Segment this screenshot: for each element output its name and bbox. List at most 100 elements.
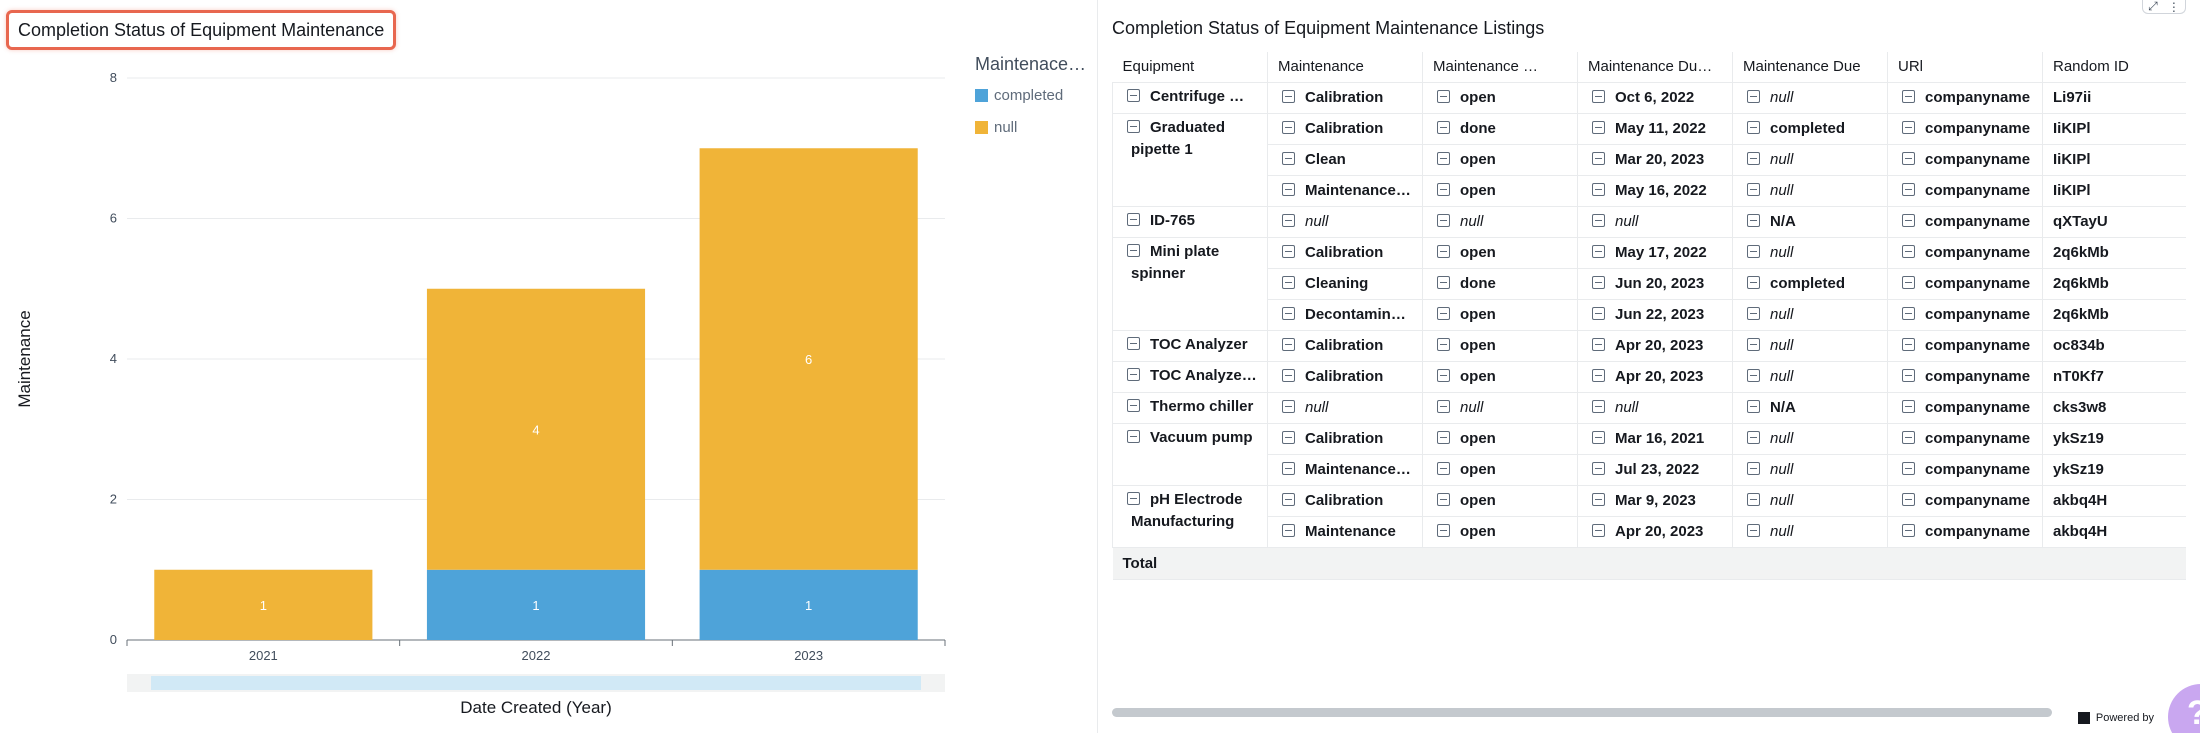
collapse-icon[interactable] [1747, 275, 1760, 289]
collapse-icon[interactable] [1437, 368, 1450, 382]
collapse-icon[interactable] [1127, 491, 1140, 505]
collapse-icon[interactable] [1902, 213, 1915, 227]
equipment-cell[interactable]: Thermo chiller [1112, 391, 1268, 424]
collapse-icon[interactable] [1127, 429, 1140, 443]
collapse-icon[interactable] [1902, 337, 1915, 351]
collapse-icon[interactable] [1437, 275, 1450, 289]
collapse-icon[interactable] [1437, 492, 1450, 506]
collapse-icon[interactable] [1747, 368, 1760, 382]
collapse-icon[interactable] [1747, 151, 1760, 165]
horizontal-scrollbar[interactable] [1112, 708, 2052, 717]
collapse-icon[interactable] [1592, 89, 1605, 103]
collapse-icon[interactable] [1747, 430, 1760, 444]
collapse-icon[interactable] [1902, 399, 1915, 413]
equipment-cell[interactable]: Mini plate spinner [1112, 236, 1268, 331]
collapse-icon[interactable] [1902, 120, 1915, 134]
collapse-icon[interactable] [1747, 461, 1760, 475]
collapse-icon[interactable] [1592, 430, 1605, 444]
collapse-icon[interactable] [1127, 398, 1140, 412]
collapse-icon[interactable] [1282, 306, 1295, 320]
bar-null-2023[interactable] [699, 148, 918, 570]
collapse-icon[interactable] [1282, 430, 1295, 444]
collapse-icon[interactable] [1437, 151, 1450, 165]
collapse-icon[interactable] [1592, 492, 1605, 506]
collapse-icon[interactable] [1127, 336, 1140, 350]
collapse-icon[interactable] [1282, 182, 1295, 196]
collapse-icon[interactable] [1592, 461, 1605, 475]
x-range-slider[interactable] [151, 676, 921, 690]
collapse-icon[interactable] [1282, 151, 1295, 165]
legend-item-null[interactable]: null [975, 119, 1086, 136]
collapse-icon[interactable] [1592, 182, 1605, 196]
collapse-icon[interactable] [1437, 213, 1450, 227]
equipment-cell[interactable]: Graduated pipette 1 [1112, 112, 1268, 207]
equipment-cell[interactable]: ID-765 [1112, 205, 1268, 238]
collapse-icon[interactable] [1747, 306, 1760, 320]
column-header[interactable]: Maintenance Du… [1577, 52, 1733, 82]
equipment-cell[interactable]: Vacuum pump [1112, 422, 1268, 486]
collapse-icon[interactable] [1437, 337, 1450, 351]
collapse-icon[interactable] [1282, 244, 1295, 258]
collapse-icon[interactable] [1902, 368, 1915, 382]
collapse-icon[interactable] [1902, 151, 1915, 165]
collapse-icon[interactable] [1592, 306, 1605, 320]
collapse-icon[interactable] [1437, 89, 1450, 103]
column-header[interactable]: Maintenance Due [1732, 52, 1888, 82]
help-button[interactable]: ? [2168, 684, 2200, 733]
column-header[interactable]: Maintenance … [1422, 52, 1578, 82]
collapse-icon[interactable] [1747, 399, 1760, 413]
collapse-icon[interactable] [1592, 368, 1605, 382]
collapse-icon[interactable] [1902, 430, 1915, 444]
collapse-icon[interactable] [1282, 120, 1295, 134]
collapse-icon[interactable] [1437, 182, 1450, 196]
collapse-icon[interactable] [1592, 151, 1605, 165]
collapse-icon[interactable] [1437, 399, 1450, 413]
collapse-icon[interactable] [1282, 275, 1295, 289]
collapse-icon[interactable] [1282, 213, 1295, 227]
collapse-icon[interactable] [1592, 213, 1605, 227]
collapse-icon[interactable] [1437, 306, 1450, 320]
collapse-icon[interactable] [1902, 461, 1915, 475]
collapse-icon[interactable] [1437, 461, 1450, 475]
collapse-icon[interactable] [1592, 120, 1605, 134]
collapse-icon[interactable] [1282, 399, 1295, 413]
collapse-icon[interactable] [1282, 89, 1295, 103]
collapse-icon[interactable] [1747, 213, 1760, 227]
equipment-cell[interactable]: TOC Analyzer [1112, 329, 1268, 362]
collapse-icon[interactable] [1902, 306, 1915, 320]
collapse-icon[interactable] [1282, 492, 1295, 506]
collapse-icon[interactable] [1902, 275, 1915, 289]
column-header[interactable]: URl [1887, 52, 2043, 82]
column-header[interactable]: Equipment [1122, 58, 1195, 76]
collapse-icon[interactable] [1902, 244, 1915, 258]
collapse-icon[interactable] [1127, 367, 1140, 381]
collapse-icon[interactable] [1747, 182, 1760, 196]
collapse-icon[interactable] [1282, 523, 1295, 537]
bar-completed-2023[interactable] [699, 569, 918, 640]
chart-title-highlight[interactable]: Completion Status of Equipment Maintenan… [6, 10, 397, 50]
collapse-icon[interactable] [1437, 244, 1450, 258]
collapse-icon[interactable] [1902, 89, 1915, 103]
chart-visual[interactable]: 0 2 4 6 8 1 2021 1 4 2022 1 6 2023 Date Created (Year… [0, 0, 1098, 733]
collapse-icon[interactable] [1747, 244, 1760, 258]
collapse-icon[interactable] [1747, 337, 1760, 351]
collapse-icon[interactable] [1592, 244, 1605, 258]
equipment-cell[interactable]: TOC Analyze… [1112, 360, 1268, 393]
collapse-icon[interactable] [1747, 120, 1760, 134]
collapse-icon[interactable] [1747, 89, 1760, 103]
collapse-icon[interactable] [1592, 523, 1605, 537]
collapse-icon[interactable] [1437, 523, 1450, 537]
collapse-icon[interactable] [1127, 243, 1140, 257]
collapse-icon[interactable] [1747, 492, 1760, 506]
collapse-icon[interactable] [1437, 430, 1450, 444]
collapse-icon[interactable] [1437, 120, 1450, 134]
collapse-icon[interactable] [1902, 523, 1915, 537]
collapse-icon[interactable] [1282, 368, 1295, 382]
bar-completed-2022[interactable] [426, 569, 646, 640]
collapse-icon[interactable] [1282, 337, 1295, 351]
equipment-cell[interactable]: Centrifuge … [1112, 81, 1268, 114]
collapse-icon[interactable] [1902, 492, 1915, 506]
legend-item-completed[interactable]: completed [975, 87, 1086, 104]
expand-icon[interactable]: ⤢ ⋮ [2142, 0, 2186, 14]
bar-null-2022[interactable] [426, 288, 646, 570]
